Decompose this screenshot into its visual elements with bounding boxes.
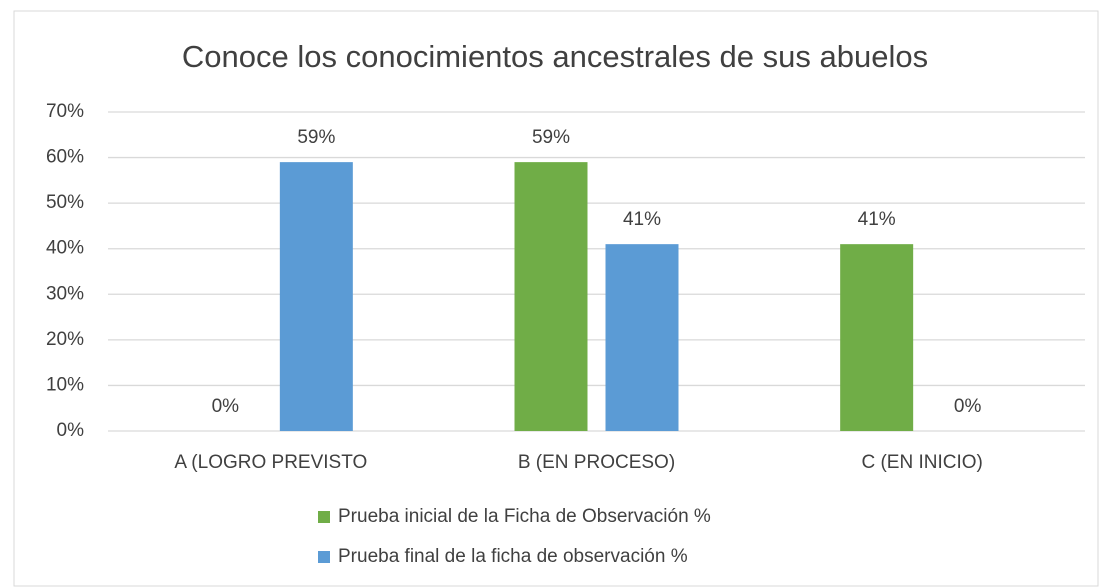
x-tick-label: C (EN INICIO): [861, 452, 982, 473]
y-tick-label: 50%: [46, 192, 84, 213]
bar: [840, 244, 914, 431]
y-tick-label: 60%: [46, 147, 84, 168]
value-label: 41%: [858, 209, 896, 230]
value-label: 41%: [623, 209, 661, 230]
value-label: 0%: [212, 396, 240, 417]
y-tick-label: 10%: [46, 374, 84, 395]
legend-label: Prueba inicial de la Ficha de Observació…: [338, 506, 711, 527]
chart-title: Conoce los conocimientos ancestrales de …: [181, 39, 929, 74]
value-label: 0%: [954, 396, 982, 417]
value-label: 59%: [532, 127, 570, 148]
bar: [514, 162, 588, 431]
legend-label: Prueba final de la ficha de observación …: [338, 546, 688, 567]
y-tick-label: 40%: [46, 238, 84, 259]
bar: [605, 244, 679, 431]
bar: [279, 162, 353, 431]
legend-swatch: [318, 511, 330, 523]
legend-swatch: [318, 551, 330, 563]
x-tick-label: A (LOGRO PREVISTO: [174, 452, 367, 473]
y-tick-label: 30%: [46, 283, 84, 304]
y-tick-label: 0%: [57, 420, 85, 441]
x-tick-label: B (EN PROCESO): [518, 452, 675, 473]
y-tick-label: 20%: [46, 329, 84, 350]
value-label: 59%: [297, 127, 335, 148]
y-tick-label: 70%: [46, 101, 84, 122]
